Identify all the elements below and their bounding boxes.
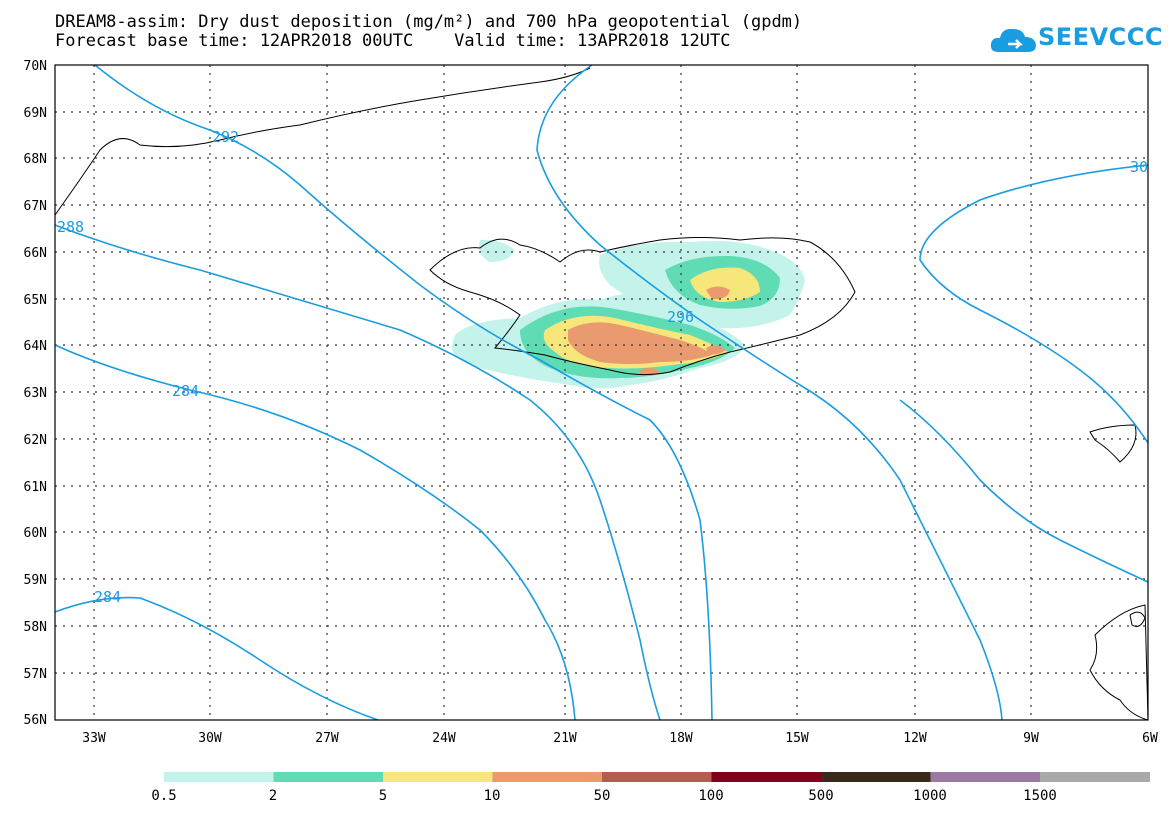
legend-label: 1500 xyxy=(1023,788,1057,804)
lat-label: 69N xyxy=(24,106,47,121)
lon-label: 24W xyxy=(432,731,456,746)
contour-292 xyxy=(94,64,713,721)
lat-label: 63N xyxy=(24,386,47,401)
lat-label: 57N xyxy=(24,667,47,682)
legend-swatch xyxy=(602,772,712,782)
deposition-5-north xyxy=(690,267,760,302)
deposition-0-5-west xyxy=(479,239,515,262)
lat-label: 70N xyxy=(24,59,47,74)
lon-label: 15W xyxy=(785,731,809,746)
contour-label: 292 xyxy=(212,128,239,146)
legend-labels: 0.5 2 5 10 50 100 500 1000 1500 xyxy=(151,788,1057,804)
lon-label: 12W xyxy=(903,731,927,746)
legend-swatch xyxy=(164,772,274,782)
lat-label: 64N xyxy=(24,339,47,354)
legend-swatch xyxy=(821,772,931,782)
map-title: DREAM8-assim: Dry dust deposition (mg/m²… xyxy=(55,12,803,32)
contour-288 xyxy=(54,224,661,721)
shetland-coast xyxy=(1129,611,1146,627)
contour-labels: 292 288 284 284 296 30 xyxy=(57,128,1148,606)
seevccc-logo: SEEVCCC xyxy=(990,22,1163,62)
legend-label: 50 xyxy=(594,788,611,804)
greenland-coast xyxy=(54,67,591,216)
contour-label: 284 xyxy=(172,382,199,400)
lon-label: 33W xyxy=(82,731,106,746)
lat-lon-grid xyxy=(55,65,1148,720)
legend-swatches xyxy=(164,772,1150,782)
legend-swatch xyxy=(383,772,493,782)
contour-label: 288 xyxy=(57,218,84,236)
legend-swatch xyxy=(930,772,1041,782)
deposition-10-north xyxy=(706,286,730,300)
legend-label: 10 xyxy=(484,788,501,804)
legend-label: 500 xyxy=(808,788,833,804)
map: 292 288 284 284 296 30 70N 69N 68N 67N 6… xyxy=(24,59,1158,746)
geopotential-contours xyxy=(54,64,1149,721)
lon-label: 21W xyxy=(553,731,577,746)
map-frame xyxy=(54,64,1149,721)
lon-label: 27W xyxy=(315,731,339,746)
lat-label: 66N xyxy=(24,246,47,261)
deposition-10-east xyxy=(706,345,726,355)
contour-284-upper xyxy=(54,344,576,721)
contour-label: 284 xyxy=(94,588,121,606)
legend-swatch xyxy=(273,772,384,782)
contour-label: 30 xyxy=(1130,158,1148,176)
lon-label: 9W xyxy=(1023,731,1039,746)
forecast-time-line: Forecast base time: 12APR2018 00UTC Vali… xyxy=(55,31,731,51)
legend-label: 2 xyxy=(269,788,277,804)
legend-swatch xyxy=(1040,772,1150,782)
lon-label: 30W xyxy=(198,731,222,746)
contour-300 xyxy=(919,164,1149,444)
legend-label: 1000 xyxy=(913,788,947,804)
lat-label: 56N xyxy=(24,713,47,728)
lat-label: 58N xyxy=(24,620,47,635)
lat-label: 65N xyxy=(24,293,47,308)
legend-label: 5 xyxy=(379,788,387,804)
scotland-coast xyxy=(1089,604,1149,721)
contour-284-lower xyxy=(54,596,379,721)
lat-label: 68N xyxy=(24,152,47,167)
coastlines xyxy=(54,67,1149,721)
lat-label: 61N xyxy=(24,480,47,495)
lat-label: 67N xyxy=(24,199,47,214)
contour-300-lower xyxy=(899,399,1149,583)
legend-label: 0.5 xyxy=(151,788,176,804)
deposition-10 xyxy=(568,322,712,364)
cloud-icon xyxy=(990,28,1036,52)
dust-deposition-areas xyxy=(451,239,805,389)
contour-label: 296 xyxy=(667,308,694,326)
iceland-coast xyxy=(429,237,856,376)
logo-text: SEEVCCC xyxy=(1038,23,1163,51)
lon-label: 18W xyxy=(669,731,693,746)
legend-swatch xyxy=(711,772,822,782)
lon-label: 6W xyxy=(1142,731,1158,746)
lat-label: 62N xyxy=(24,433,47,448)
lat-label: 60N xyxy=(24,526,47,541)
latitude-labels: 70N 69N 68N 67N 66N 65N 64N 63N 62N 61N … xyxy=(24,59,47,728)
faroe-coast xyxy=(1089,424,1137,463)
legend-label: 100 xyxy=(698,788,723,804)
longitude-labels: 33W 30W 27W 24W 21W 18W 15W 12W 9W 6W xyxy=(82,731,1158,746)
contour-296 xyxy=(536,64,1003,721)
lat-label: 59N xyxy=(24,573,47,588)
legend-swatch xyxy=(492,772,603,782)
